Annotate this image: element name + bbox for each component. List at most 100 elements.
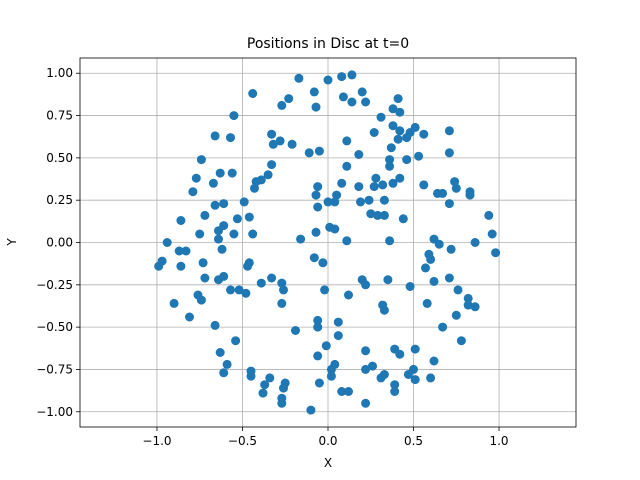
data-point	[330, 197, 340, 207]
data-point	[227, 168, 237, 178]
x-axis-label: X	[324, 456, 332, 470]
data-point	[318, 258, 328, 268]
data-point	[154, 261, 164, 271]
data-point	[162, 238, 172, 247]
data-point	[369, 182, 379, 192]
data-point	[347, 70, 357, 80]
data-point	[385, 161, 395, 171]
data-point	[463, 293, 473, 303]
data-point	[275, 136, 285, 146]
data-point	[248, 89, 258, 98]
data-point	[419, 180, 429, 190]
data-point	[222, 359, 232, 369]
data-point	[200, 210, 210, 220]
data-point	[388, 121, 398, 131]
data-point	[304, 148, 314, 158]
data-point	[487, 229, 497, 239]
data-point	[371, 173, 381, 183]
data-point	[369, 128, 379, 137]
data-point	[243, 261, 253, 271]
data-point	[344, 387, 353, 396]
data-point	[361, 346, 371, 356]
data-points	[154, 70, 501, 415]
data-point	[200, 273, 210, 283]
data-point	[210, 200, 220, 210]
data-point	[229, 111, 239, 121]
y-tick-label: −0.25	[36, 278, 73, 292]
data-point	[314, 378, 324, 388]
data-point	[234, 285, 244, 295]
data-point	[385, 155, 395, 165]
data-point	[267, 273, 277, 283]
data-point	[446, 244, 456, 254]
data-point	[379, 195, 389, 205]
data-point	[330, 224, 340, 234]
data-point	[385, 236, 395, 246]
data-point	[410, 122, 420, 132]
data-point	[268, 139, 278, 149]
data-point	[323, 197, 333, 207]
x-tick-label: −1.0	[142, 434, 171, 448]
data-point	[456, 336, 466, 346]
data-point	[267, 160, 277, 170]
data-point	[366, 209, 376, 219]
data-point	[426, 373, 436, 383]
x-axis-ticks: −1.0 −0.5 0.0 0.5 1.0	[142, 427, 509, 448]
data-point	[306, 405, 316, 415]
data-point	[379, 370, 389, 379]
data-point	[256, 278, 266, 288]
data-point	[277, 298, 287, 308]
data-point	[470, 238, 480, 247]
data-point	[169, 298, 179, 308]
data-point	[361, 280, 371, 290]
data-point	[337, 178, 347, 188]
data-point	[309, 87, 319, 97]
data-point	[393, 94, 403, 104]
data-point	[267, 129, 277, 139]
data-point	[342, 136, 352, 146]
data-point	[198, 258, 208, 268]
y-tick-label: 0.75	[46, 109, 73, 123]
y-axis-ticks: 1.00 0.75 0.50 0.25 0.00 −0.25 −0.50 −0.75 −1.00	[36, 66, 80, 419]
data-point	[279, 383, 288, 393]
data-point	[347, 97, 357, 107]
data-point	[321, 341, 331, 351]
data-point	[484, 210, 494, 220]
data-point	[313, 351, 323, 361]
y-axis-label: Y	[5, 238, 19, 247]
data-point	[398, 214, 408, 224]
y-tick-label: 0.25	[46, 193, 73, 207]
data-point	[419, 129, 429, 139]
data-point	[263, 170, 273, 180]
data-point	[429, 356, 439, 366]
data-point	[444, 273, 454, 283]
data-point	[361, 364, 371, 374]
y-tick-label: 0.50	[46, 151, 73, 165]
data-point	[287, 139, 297, 149]
data-point	[444, 126, 454, 136]
data-point	[314, 146, 324, 156]
data-point	[342, 236, 352, 246]
data-point	[342, 161, 352, 171]
data-point	[395, 349, 405, 359]
y-tick-label: 0.00	[46, 236, 73, 250]
chart-title: Positions in Disc at t=0	[247, 36, 409, 52]
data-point	[402, 155, 412, 165]
data-point	[444, 148, 454, 158]
data-point	[378, 180, 388, 190]
data-point	[453, 285, 463, 295]
data-point	[379, 210, 389, 220]
data-point	[294, 73, 304, 83]
data-point	[311, 227, 321, 237]
data-point	[219, 271, 229, 281]
data-point	[451, 310, 461, 320]
data-point	[284, 94, 294, 104]
data-point	[410, 375, 420, 385]
data-point	[393, 134, 403, 144]
data-point	[250, 183, 259, 193]
data-point	[390, 380, 400, 390]
data-point	[383, 275, 393, 285]
data-point	[434, 239, 444, 249]
data-point	[354, 150, 364, 159]
data-point	[402, 133, 412, 143]
